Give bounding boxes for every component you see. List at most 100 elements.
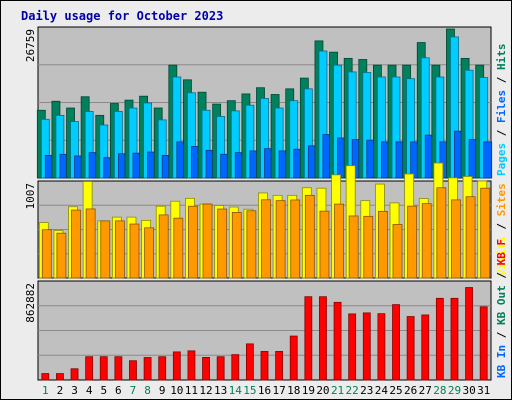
- bar-kbytes-kb-f-day-16: [260, 351, 269, 381]
- bar-visits-sites-day-11: [188, 205, 198, 279]
- bar-hits-pages-day-31: [483, 141, 493, 179]
- legend-item-visits: Visits: [495, 236, 508, 276]
- x-tick-label-day-19: 19: [302, 384, 315, 397]
- x-tick-label-day-17: 17: [272, 384, 285, 397]
- legend-separator: /: [495, 123, 508, 143]
- x-tick-label-day-22: 22: [346, 384, 359, 397]
- bar-kbytes-kb-f-day-23: [362, 312, 371, 381]
- bar-visits-sites-day-30: [465, 196, 476, 279]
- x-tick-label-day-2: 2: [57, 384, 64, 397]
- bar-visits-sites-day-31: [480, 187, 491, 279]
- bar-kbytes-kb-f-day-4: [85, 356, 94, 381]
- x-tick-label-day-31: 31: [477, 384, 490, 397]
- x-tick-label-day-24: 24: [375, 384, 389, 397]
- bar-visits-sites-day-6: [114, 220, 125, 279]
- bar-visits-sites-day-2: [56, 232, 67, 279]
- x-tick-label-day-3: 3: [71, 384, 78, 397]
- x-tick-label-day-13: 13: [214, 384, 227, 397]
- bar-visits-sites-day-25: [392, 224, 403, 279]
- x-tick-label-day-16: 16: [258, 384, 271, 397]
- y-max-label-kbytes: 862882: [24, 283, 37, 323]
- bar-kbytes-kb-f-day-2: [56, 373, 64, 381]
- legend-item-files: Files: [495, 90, 508, 123]
- legend-separator: /: [495, 265, 508, 285]
- bar-kbytes-kb-f-day-8: [143, 357, 152, 381]
- legend-separator: /: [495, 70, 508, 90]
- bar-visits-sites-day-12: [202, 203, 213, 279]
- bar-kbytes-kb-f-day-14: [231, 354, 240, 381]
- bar-visits-sites-day-14: [231, 212, 242, 279]
- bar-visits-sites-day-24: [378, 210, 388, 279]
- x-tick-label-day-27: 27: [419, 384, 432, 397]
- bar-kbytes-kb-f-day-20: [319, 296, 327, 381]
- bar-visits-sites-day-18: [290, 199, 301, 279]
- bar-visits-sites-day-8: [144, 227, 154, 279]
- bar-kbytes-kb-f-day-29: [450, 297, 459, 381]
- bar-visits-sites-day-26: [407, 205, 418, 279]
- bar-kbytes-kb-f-day-21: [333, 301, 342, 381]
- bar-kbytes-kb-f-day-24: [377, 313, 386, 381]
- bar-kbytes-kb-f-day-10: [172, 351, 181, 381]
- bar-visits-sites-day-13: [217, 208, 228, 279]
- x-tick-label-day-20: 20: [316, 384, 329, 397]
- legend-kbytes: KB In / KB Out / KB F: [495, 239, 508, 378]
- y-max-label-hits: 26759: [24, 29, 37, 62]
- bar-kbytes-kb-f-day-13: [216, 356, 225, 381]
- legend-separator: /: [495, 216, 508, 236]
- bar-kbytes-kb-f-day-22: [348, 313, 357, 381]
- bar-visits-sites-day-23: [363, 215, 374, 279]
- bar-kbytes-kb-f-day-12: [202, 356, 210, 381]
- x-tick-label-day-26: 26: [404, 384, 417, 397]
- bar-kbytes-kb-f-day-1: [41, 373, 50, 381]
- bar-visits-sites-day-9: [158, 214, 169, 279]
- x-tick-label-day-25: 25: [389, 384, 402, 397]
- legend-item-sites: Sites: [495, 183, 508, 216]
- x-tick-label-day-8: 8: [144, 384, 151, 397]
- bar-kbytes-kb-f-day-9: [158, 356, 167, 381]
- x-tick-label-day-7: 7: [130, 384, 137, 397]
- bar-kbytes-kb-f-day-17: [275, 351, 284, 381]
- bar-kbytes-kb-f-day-27: [421, 314, 430, 381]
- bar-kbytes-kb-f-day-19: [304, 296, 313, 381]
- bar-visits-sites-day-16: [261, 199, 271, 279]
- chart-title: Daily usage for October 2023: [21, 9, 223, 23]
- bar-kbytes-kb-f-day-15: [245, 343, 254, 381]
- bar-kbytes-kb-f-day-28: [435, 297, 444, 381]
- x-tick-label-day-11: 11: [185, 384, 198, 397]
- x-tick-label-day-21: 21: [331, 384, 344, 397]
- x-tick-label-day-1: 1: [42, 384, 49, 397]
- x-tick-label-day-5: 5: [100, 384, 107, 397]
- bar-kbytes-kb-f-day-6: [114, 356, 123, 381]
- bar-visits-sites-day-19: [304, 194, 315, 279]
- bar-visits-sites-day-7: [129, 223, 140, 279]
- x-tick-label-day-9: 9: [159, 384, 166, 397]
- bar-kbytes-kb-f-day-7: [129, 360, 137, 381]
- bar-kbytes-kb-f-day-11: [187, 350, 196, 381]
- x-tick-label-day-29: 29: [448, 384, 461, 397]
- bar-visits-sites-day-5: [100, 220, 111, 279]
- bar-visits-sites-day-27: [421, 203, 432, 279]
- bar-kbytes-kb-f-day-18: [289, 335, 298, 381]
- x-tick-label-day-6: 6: [115, 384, 122, 397]
- legend-visits: Visits / Sites: [495, 183, 508, 276]
- x-tick-label-day-30: 30: [462, 384, 475, 397]
- bar-kbytes-kb-f-day-26: [406, 316, 415, 381]
- y-max-label-visits: 1007: [24, 183, 37, 210]
- legend-item-kb-f: KB F: [495, 239, 508, 266]
- bar-kbytes-kb-f-day-25: [392, 304, 400, 381]
- bar-visits-sites-day-29: [451, 199, 461, 279]
- bar-visits-sites-day-4: [85, 208, 96, 279]
- bar-visits-sites-day-17: [275, 200, 286, 279]
- bar-kbytes-kb-f-day-5: [99, 356, 108, 381]
- legend-item-hits: Hits: [495, 44, 508, 71]
- bar-kbytes-kb-f-day-30: [465, 287, 473, 381]
- legend-separator: /: [495, 325, 508, 345]
- legend-item-pages: Pages: [495, 143, 508, 176]
- x-tick-label-day-28: 28: [433, 384, 446, 397]
- bar-kbytes-kb-f-day-3: [70, 368, 79, 381]
- bar-visits-sites-day-10: [173, 217, 184, 279]
- bar-visits-sites-day-15: [246, 210, 257, 279]
- x-tick-label-day-10: 10: [170, 384, 183, 397]
- bar-visits-sites-day-3: [71, 209, 81, 279]
